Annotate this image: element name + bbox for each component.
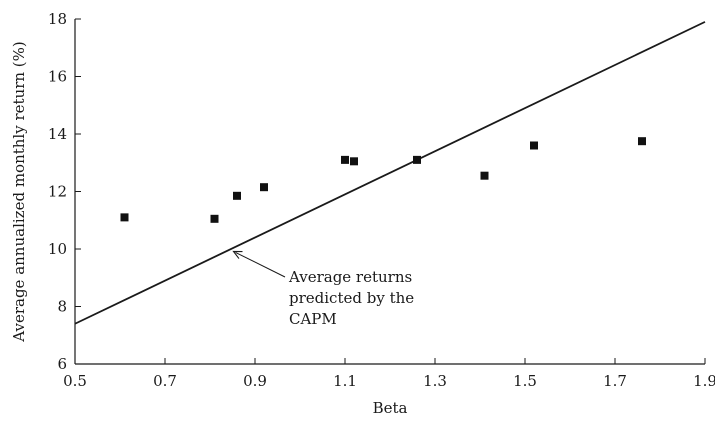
annotation-arrowhead [232,250,243,259]
y-tick-label: 16 [48,68,67,86]
x-tick-label: 1.9 [693,372,715,390]
axes: 0.5 0.7 0.9 1.1 1.3 1.5 1.7 1.9 6 8 10 12 14 16 18 [48,10,715,390]
x-tick-label: 0.7 [153,372,177,390]
y-tick-label: 10 [48,240,67,258]
x-tick-label: 1.3 [423,372,447,390]
data-point [260,183,268,192]
points-layer [120,137,646,223]
y-tick-label: 6 [57,355,67,373]
y-tick-label: 18 [48,10,67,28]
data-point [480,171,489,180]
y-tick-label: 8 [57,298,67,316]
y-axis-title: Average annualized monthly return (%) [10,41,28,342]
data-point [120,213,129,222]
y-tick-label: 12 [48,183,67,201]
data-point [530,141,538,150]
x-tick-label: 1.7 [603,372,627,390]
data-point [341,155,349,164]
x-tick-label: 0.5 [63,372,87,390]
data-point [638,137,646,146]
data-point [413,155,421,164]
y-tick-label: 14 [48,125,67,143]
capm-line-layer [74,21,706,325]
data-point [350,157,358,166]
x-axis-title: Beta [373,399,408,417]
annotation-layer: Average returns predicted by the CAPM [232,250,414,328]
x-tick-label: 1.5 [513,372,537,390]
data-point [210,214,219,223]
data-point [233,191,241,200]
annotation-line: Average returns [288,268,412,286]
capm-line [74,21,706,325]
annotation-arrow-shaft [235,251,286,278]
x-tick-label: 1.1 [333,372,357,390]
x-tick-label: 0.9 [243,372,267,390]
annotation-line: predicted by the [289,289,414,307]
annotation-line: CAPM [289,310,337,328]
